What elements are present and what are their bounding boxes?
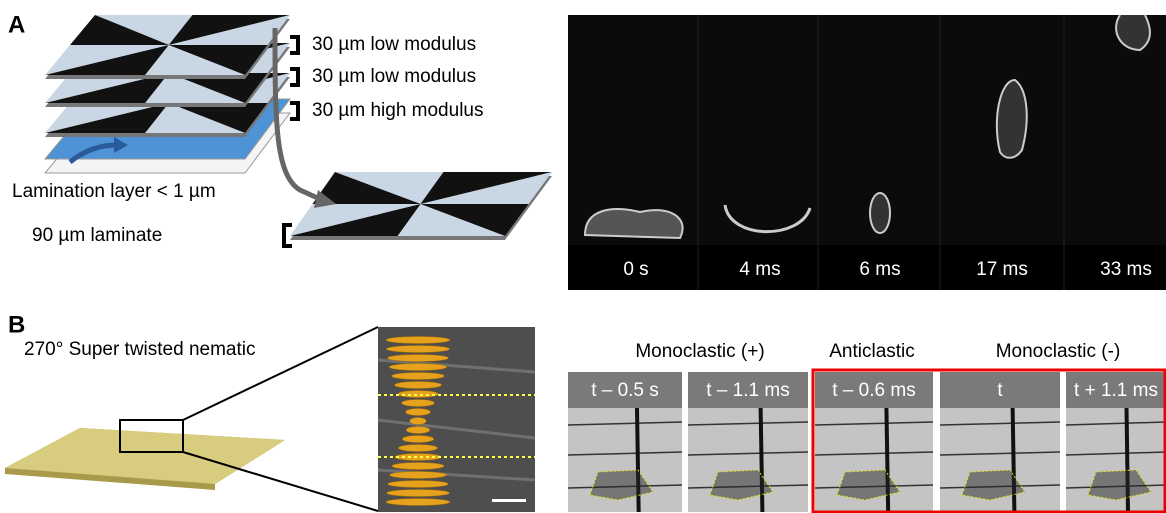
layer-label: 30 µm low modulus [312,66,476,87]
group-labels: Monoclastic (+) Anticlastic Monoclastic (-… [635,341,1120,362]
layer-label: 30 µm low modulus [312,34,476,55]
helix-disk [392,463,444,470]
helix-disk [386,337,450,344]
frame-label: 17 ms [976,259,1028,280]
group-label: Anticlastic [829,341,915,362]
helix-disk [402,400,435,407]
helix-disk [392,373,445,380]
frame-label: 4 ms [739,259,780,280]
helix-disk [402,436,434,443]
helix-disk [386,490,449,497]
frame-label: 33 ms [1100,259,1152,280]
frame-label: 6 ms [859,259,900,280]
helix-disk [388,481,449,488]
panel-label: B [8,311,25,338]
helix-disk [406,427,430,434]
frame-label: t – 0.6 ms [832,380,915,401]
frame-label: 0 s [623,259,648,280]
layer-label: 30 µm high modulus [312,100,483,121]
helix-disk [394,382,441,389]
brackets [284,37,298,246]
helix-disk [406,409,431,416]
helix-disk [389,472,446,479]
frame-label: t – 0.5 s [591,380,659,401]
panel-label: A [8,11,25,38]
figure: A 30 µm low modulus30 µm low modulus30 µ… [0,0,1166,513]
helix-disk [389,364,447,371]
helix-disk [398,445,437,452]
frames: t – 0.5 s t – 1.1 ms t – 0.6 ms t t + 1.1 ms [568,372,1166,512]
helix-disk [386,499,450,506]
helix-disk [387,355,448,362]
structure-label: 270° Super twisted nematic [24,339,256,360]
helix-disk [410,418,427,425]
frame-label: t + 1.1 ms [1074,380,1158,401]
group-label: Monoclastic (+) [635,341,764,362]
group-label: Monoclastic (-) [996,341,1121,362]
scale-bar [492,499,526,502]
frame-label: t – 1.1 ms [706,380,789,401]
layer-labels: 30 µm low modulus 30 µm low modulus 30 µm … [312,34,483,121]
frame-label: t [997,380,1003,401]
helix-disk [386,346,449,353]
laminate-label: 90 µm laminate [32,225,162,246]
lamination-label: Lamination layer < 1 µm [12,181,216,202]
